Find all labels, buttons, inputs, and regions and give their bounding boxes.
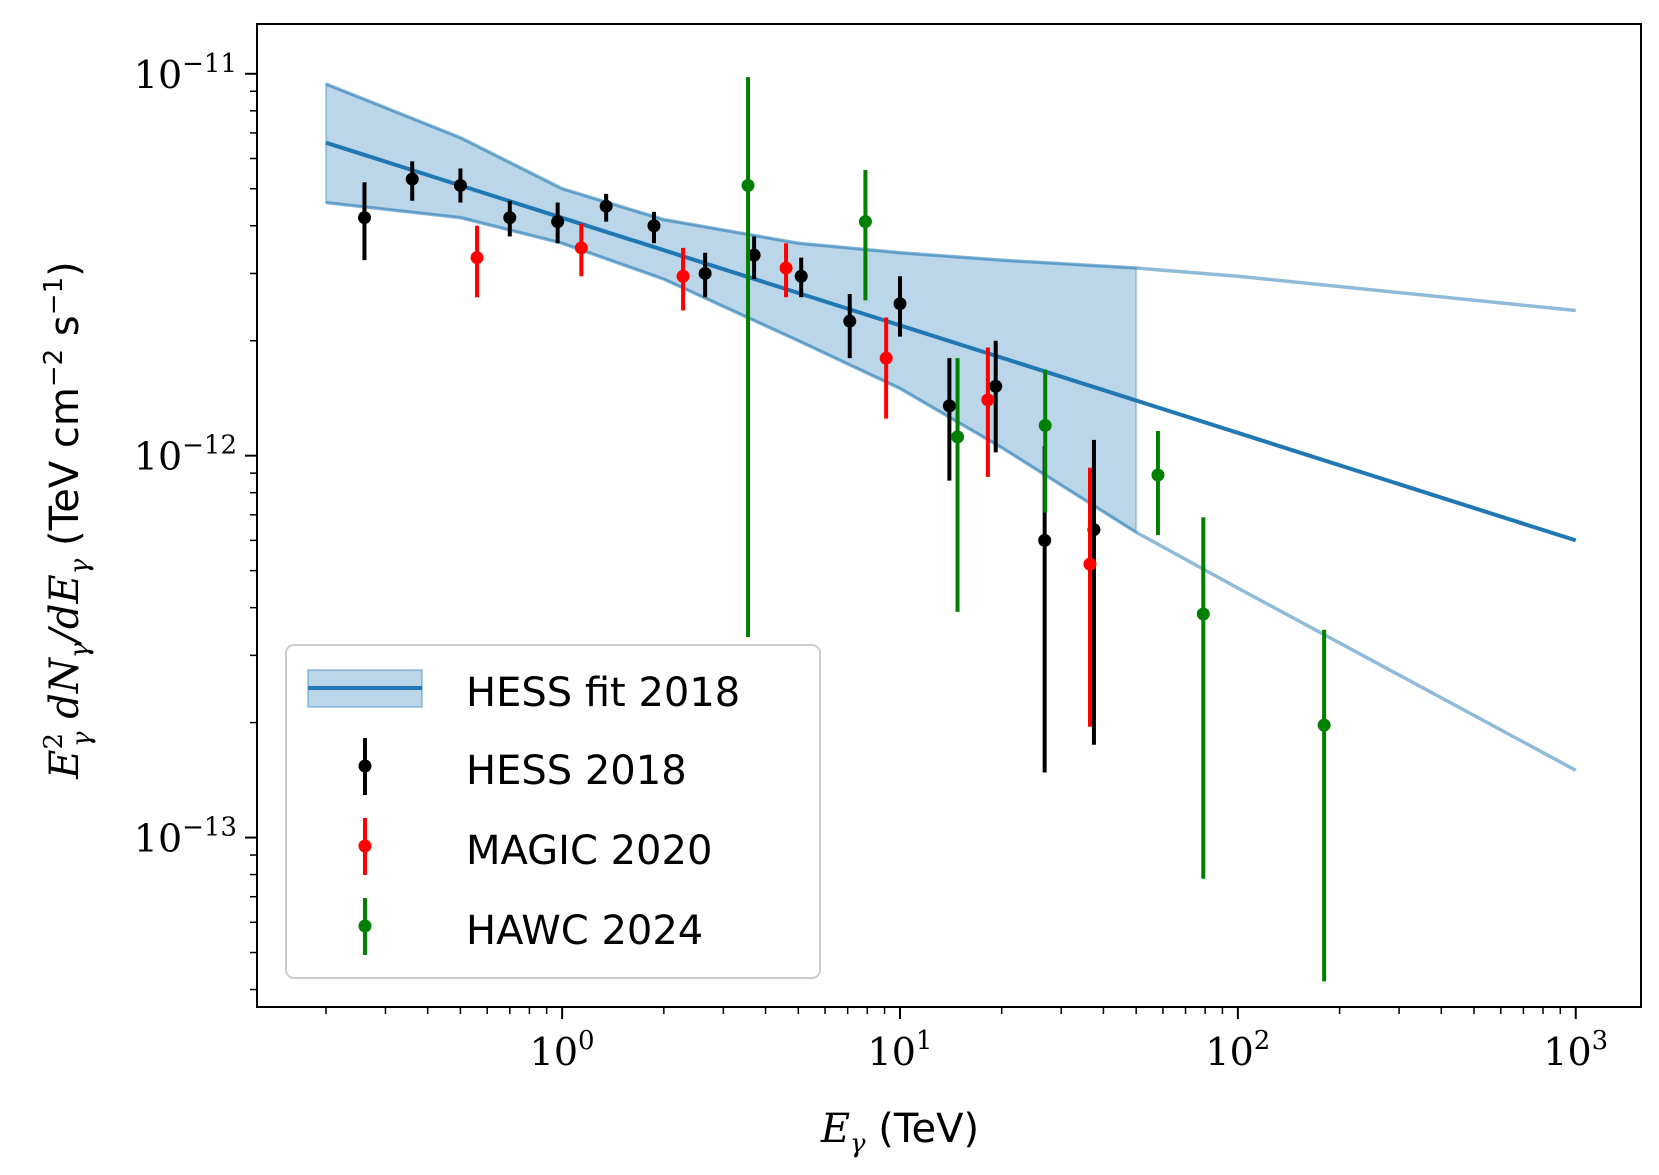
- hawc-point-1: [858, 215, 872, 229]
- y-tick-label-1: 10−12: [134, 431, 237, 479]
- hawc-point-5: [1196, 607, 1210, 621]
- hess-point-2: [453, 178, 467, 192]
- hess-point-0: [357, 211, 371, 225]
- fit-line: [325, 140, 1577, 543]
- legend-magic-marker: [358, 839, 372, 853]
- hess-point-10: [843, 314, 857, 328]
- legend-label-hess-fit: HESS fit 2018: [466, 670, 740, 716]
- magic-point-6: [1083, 557, 1097, 571]
- fit-band-upper-edge: [325, 82, 1576, 313]
- x-tick-label-1: 101: [868, 1026, 933, 1074]
- x-tick-label-2: 102: [1205, 1026, 1270, 1074]
- hess-point-5: [599, 199, 613, 213]
- hess-point-4: [551, 215, 565, 229]
- hawc-point-4: [1151, 468, 1165, 482]
- x-tick-label-3: 103: [1543, 1026, 1608, 1074]
- x-tick-label-0: 100: [530, 1026, 595, 1074]
- legend-hess-marker: [358, 759, 372, 773]
- hawc-point-3: [1038, 418, 1052, 432]
- magic-point-4: [879, 351, 893, 365]
- hess-point-7: [698, 266, 712, 280]
- hawc-point-2: [951, 430, 965, 444]
- legend-box: [285, 644, 821, 979]
- hess-point-1: [405, 172, 419, 186]
- magic-point-0: [470, 251, 484, 265]
- legend-label-hess: HESS 2018: [466, 748, 687, 794]
- y-tick-labels: 10−11 10−12 10−13: [134, 49, 237, 861]
- magic-point-2: [676, 269, 690, 283]
- hess-point-6: [647, 219, 661, 233]
- magic-point-3: [779, 261, 793, 275]
- y-tick-label-2: 10−13: [134, 813, 237, 861]
- series-hawc: [741, 77, 1331, 982]
- legend-hawc-marker: [358, 919, 372, 933]
- axis-ticks: [245, 72, 1577, 1019]
- hess-point-3: [503, 211, 517, 225]
- series-hess: [357, 161, 1101, 773]
- legend-label-hawc: HAWC 2024: [466, 908, 703, 954]
- hess-point-14: [1038, 533, 1052, 547]
- magic-point-5: [981, 393, 995, 407]
- x-axis-title: Eγ (TeV): [820, 1106, 979, 1159]
- hess-point-13: [989, 379, 1003, 393]
- hess-point-8: [747, 248, 761, 262]
- x-tick-labels: 100 101 102 103: [530, 1026, 1609, 1074]
- series-magic: [470, 223, 1097, 727]
- hawc-point-0: [741, 178, 755, 192]
- plot-area: [324, 77, 1577, 982]
- legend: HESS fit 2018 HESS 2018 MAGIC 2020 HAWC …: [285, 644, 821, 979]
- hess-point-12: [942, 399, 956, 413]
- hess-point-9: [794, 269, 808, 283]
- magic-point-1: [574, 241, 588, 255]
- y-axis-title: E2γ dNγ/dEγ (TeV cm−2 s−1): [39, 261, 97, 779]
- hess-point-11: [893, 297, 907, 311]
- legend-label-magic: MAGIC 2020: [466, 828, 712, 874]
- y-tick-label-0: 10−11: [134, 49, 237, 97]
- hawc-point-6: [1317, 718, 1331, 732]
